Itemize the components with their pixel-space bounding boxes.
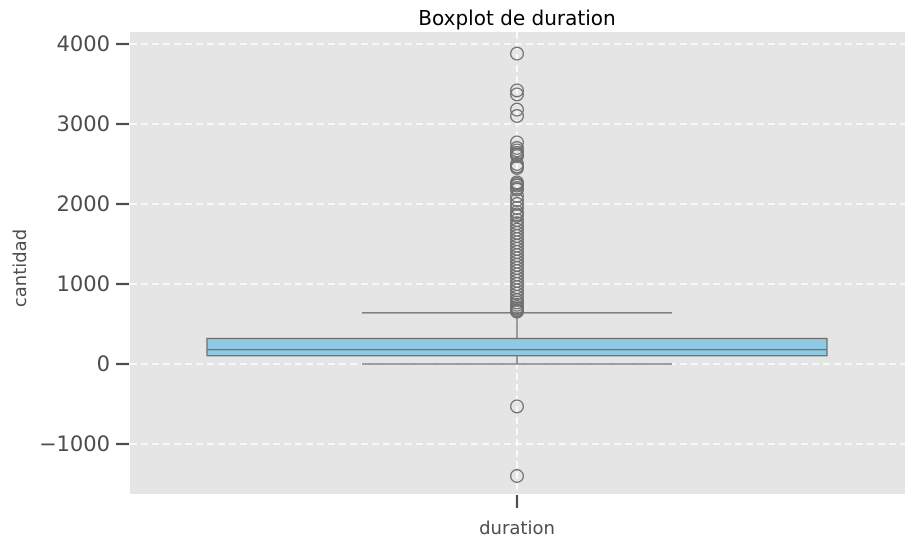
outlier-point [510,469,524,483]
y-tick-label: −1000 [39,432,110,456]
y-axis-label: cantidad [10,229,31,307]
outlier-point [510,304,524,319]
chart-title: Boxplot de duration [418,6,615,30]
outlier-points [510,46,524,483]
box-plot-group [206,312,828,365]
y-tick-label: 1000 [57,272,110,296]
y-tick-label: 3000 [57,112,110,136]
outlier-point [510,286,524,301]
iqr-box [206,337,828,357]
y-tick-label: 2000 [57,192,110,216]
outlier-point [510,87,524,102]
outlier-point [510,182,524,197]
outlier-point [510,109,524,123]
outlier-point [510,83,524,98]
outlier-point [510,399,524,414]
y-axis-ticks: −1000 0 1000 2000 3000 4000 [39,32,129,456]
x-tick-label: duration [479,518,555,539]
outlier-point [510,46,524,61]
y-tick-label: 0 [97,352,110,376]
outlier-point [510,161,524,175]
x-axis-ticks: duration [479,495,555,539]
outlier-point [510,102,524,117]
outlier-point [510,209,524,223]
y-tick-label: 4000 [57,32,110,56]
